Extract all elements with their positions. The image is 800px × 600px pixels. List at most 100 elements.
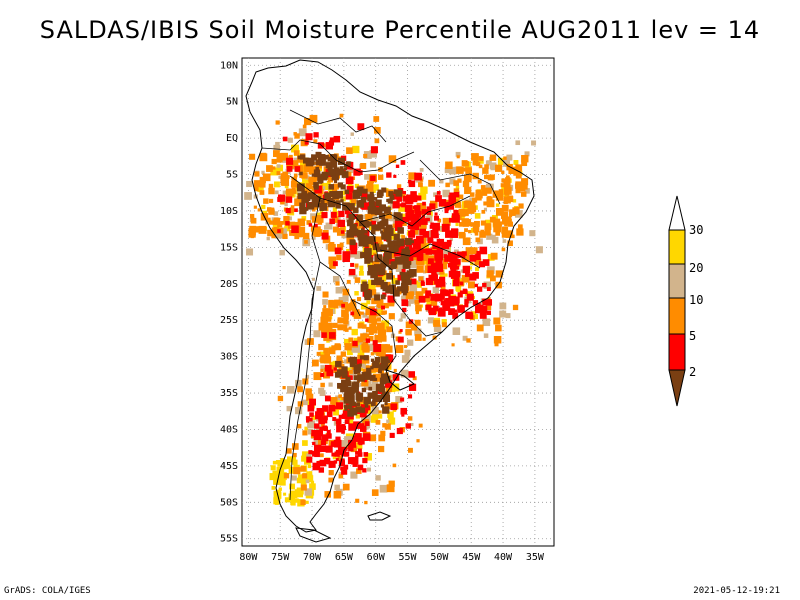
soil-moisture-cell xyxy=(320,173,328,181)
soil-moisture-cell xyxy=(334,406,338,410)
soil-moisture-cell xyxy=(319,159,326,166)
soil-moisture-cell xyxy=(479,305,488,314)
soil-moisture-cell xyxy=(326,433,332,439)
soil-moisture-cell xyxy=(370,366,374,370)
soil-moisture-cell xyxy=(428,179,436,187)
soil-moisture-cell xyxy=(278,194,286,202)
soil-moisture-cell xyxy=(259,190,265,195)
soil-moisture-cell xyxy=(394,256,403,265)
soil-moisture-cell xyxy=(294,234,300,240)
soil-moisture-cell xyxy=(305,158,314,167)
soil-moisture-cell xyxy=(290,181,298,188)
colorbar-label-5: 5 xyxy=(689,329,696,343)
soil-moisture-cell xyxy=(294,198,302,207)
soil-moisture-cell xyxy=(257,208,261,212)
soil-moisture-cell xyxy=(250,217,257,224)
soil-moisture-cell xyxy=(428,249,434,255)
soil-moisture-cell xyxy=(293,150,300,156)
soil-moisture-cell xyxy=(452,312,459,319)
soil-moisture-cell xyxy=(362,220,370,228)
soil-moisture-cell xyxy=(365,318,369,322)
soil-moisture-cell xyxy=(326,411,333,418)
soil-moisture-cell xyxy=(370,375,374,379)
soil-moisture-cell xyxy=(485,304,492,311)
soil-moisture-cell xyxy=(387,417,396,425)
soil-moisture-cell xyxy=(272,166,276,170)
soil-moisture-cell xyxy=(308,450,313,455)
soil-moisture-cell xyxy=(305,207,309,211)
lon-tick-label: 80W xyxy=(239,552,258,563)
soil-moisture-cell xyxy=(356,214,363,222)
soil-moisture-cell xyxy=(284,184,289,189)
soil-moisture-cell xyxy=(482,298,487,304)
soil-moisture-cell xyxy=(249,225,256,233)
soil-moisture-cell xyxy=(253,205,257,209)
soil-moisture-cell xyxy=(385,344,391,349)
soil-moisture-cell xyxy=(361,343,369,351)
soil-moisture-cell xyxy=(504,183,508,188)
lat-tick-label: 25S xyxy=(220,315,238,326)
soil-moisture-cell xyxy=(309,483,316,490)
soil-moisture-cell xyxy=(354,370,358,375)
soil-moisture-cell xyxy=(279,459,287,467)
soil-moisture-cell xyxy=(373,116,380,122)
soil-moisture-cell xyxy=(358,363,362,367)
soil-moisture-cell xyxy=(439,272,445,278)
soil-moisture-cell xyxy=(355,406,362,413)
soil-moisture-cell xyxy=(337,369,345,377)
soil-moisture-cell xyxy=(439,179,444,184)
soil-moisture-cell xyxy=(423,295,431,302)
soil-moisture-cell xyxy=(299,162,307,169)
soil-moisture-cell xyxy=(337,219,346,228)
soil-moisture-cell xyxy=(470,192,475,197)
soil-moisture-cell xyxy=(455,271,461,277)
soil-moisture-cell xyxy=(321,212,328,219)
soil-moisture-cell xyxy=(378,329,387,338)
soil-moisture-cell xyxy=(326,180,331,185)
soil-moisture-cell xyxy=(475,267,480,272)
soil-moisture-cell xyxy=(385,281,391,288)
soil-moisture-cell xyxy=(330,397,338,405)
soil-moisture-cell xyxy=(393,212,401,220)
soil-moisture-cell xyxy=(302,399,308,406)
soil-moisture-cell xyxy=(392,201,400,209)
soil-moisture-cell xyxy=(333,409,339,416)
soil-moisture-cell xyxy=(457,305,465,313)
soil-moisture-cell xyxy=(353,311,362,319)
soil-moisture-cell xyxy=(462,251,467,256)
soil-moisture-cell xyxy=(371,489,379,496)
soil-moisture-cell xyxy=(453,191,460,198)
soil-moisture-cell xyxy=(309,165,314,170)
soil-moisture-cell xyxy=(369,150,377,158)
soil-moisture-cell xyxy=(345,376,351,382)
soil-moisture-cell xyxy=(307,428,314,435)
soil-moisture-cell xyxy=(345,306,349,310)
soil-moisture-cell xyxy=(438,307,443,311)
soil-moisture-cell xyxy=(470,261,474,266)
soil-moisture-cell xyxy=(438,199,447,207)
soil-moisture-cell xyxy=(322,299,328,305)
soil-moisture-cell xyxy=(419,221,427,229)
soil-moisture-cell xyxy=(386,172,392,178)
soil-moisture-cell xyxy=(297,193,304,200)
soil-moisture-cell xyxy=(453,209,459,216)
soil-moisture-cell xyxy=(512,207,520,215)
soil-moisture-cell xyxy=(307,204,313,210)
soil-moisture-cell xyxy=(353,421,361,429)
soil-moisture-cell xyxy=(318,467,325,473)
soil-moisture-cell xyxy=(470,222,475,227)
soil-moisture-cell xyxy=(369,191,374,196)
soil-moisture-cell xyxy=(326,369,334,377)
soil-moisture-cell xyxy=(346,147,353,154)
soil-moisture-cell xyxy=(330,191,334,196)
lat-tick-label: 10N xyxy=(220,60,238,71)
soil-moisture-cell xyxy=(312,441,316,446)
soil-moisture-cell xyxy=(461,209,469,217)
soil-moisture-cell xyxy=(442,189,450,198)
soil-moisture-cell xyxy=(483,201,488,206)
soil-moisture-cell xyxy=(323,197,331,205)
soil-moisture-cell xyxy=(299,207,307,215)
soil-moisture-cell xyxy=(280,200,285,205)
soil-moisture-cell xyxy=(368,386,373,391)
